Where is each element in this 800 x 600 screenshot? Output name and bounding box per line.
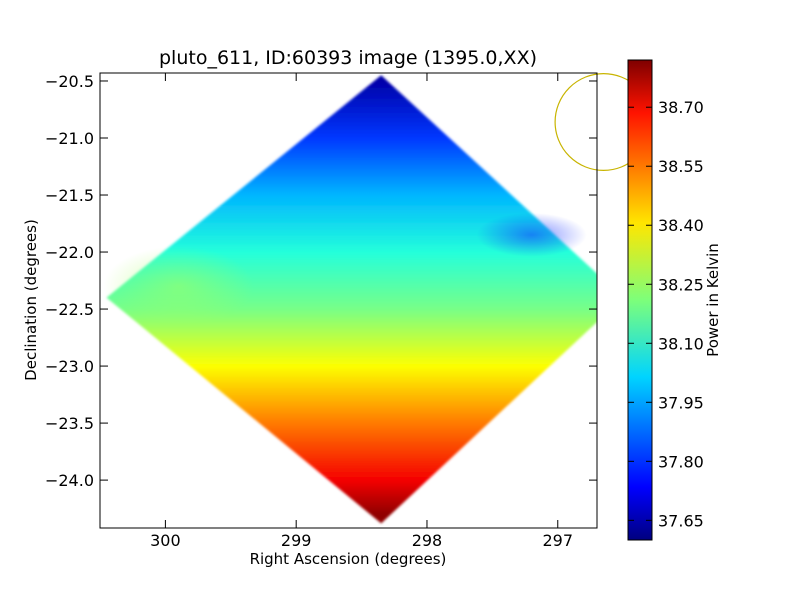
- y-tick-label: −23.0: [45, 357, 94, 376]
- colorbar-tick-label: 37.95: [658, 393, 704, 412]
- colorbar-tick-label: 38.40: [658, 216, 704, 235]
- y-tick-label: −22.0: [45, 243, 94, 262]
- colorbar: [627, 59, 653, 541]
- colorbar-tick-label: 38.70: [658, 98, 704, 117]
- x-tick-label: 297: [542, 531, 573, 550]
- colorbar-tick-label: 38.55: [658, 157, 704, 176]
- x-axis-ticks: 300 299 298 297: [150, 73, 573, 550]
- y-tick-label: −21.0: [45, 129, 94, 148]
- y-tick-label: −20.5: [45, 72, 94, 91]
- colorbar-tick-label: 37.80: [658, 452, 704, 471]
- image-features: [103, 212, 587, 327]
- image-feature-2: [103, 246, 254, 327]
- image-layer: [103, 75, 597, 524]
- plot-frame: [99, 72, 598, 529]
- image-feature-1: [476, 212, 587, 257]
- image-footprint: [106, 75, 597, 524]
- colorbar-label: Power in Kelvin: [704, 243, 722, 357]
- colorbar-tick-label: 38.25: [658, 275, 704, 294]
- y-tick-label: −21.5: [45, 186, 94, 205]
- y-tick-label: −23.5: [45, 414, 94, 433]
- x-tick-label: 298: [412, 531, 443, 550]
- x-axis-label: Right Ascension (degrees): [250, 550, 447, 568]
- y-axis-ticks: −20.5 −21.0 −21.5 −22.0 −22.5 −23.0 −23.5 −24.0: [45, 72, 597, 490]
- y-tick-label: −22.5: [45, 300, 94, 319]
- colorbar-tick-label: 38.10: [658, 334, 704, 353]
- chart-title: pluto_611, ID:60393 image (1395.0,XX): [159, 47, 537, 69]
- y-axis-label: Declination (degrees): [22, 219, 40, 381]
- x-tick-label: 299: [281, 531, 312, 550]
- x-tick-label: 300: [150, 531, 181, 550]
- y-tick-label: −24.0: [45, 471, 94, 490]
- colorbar-ticks: 37.65 37.80 37.95 38.10 38.25 38.40 38.55 38.70: [628, 98, 704, 530]
- colorbar-tick-label: 37.65: [658, 511, 704, 530]
